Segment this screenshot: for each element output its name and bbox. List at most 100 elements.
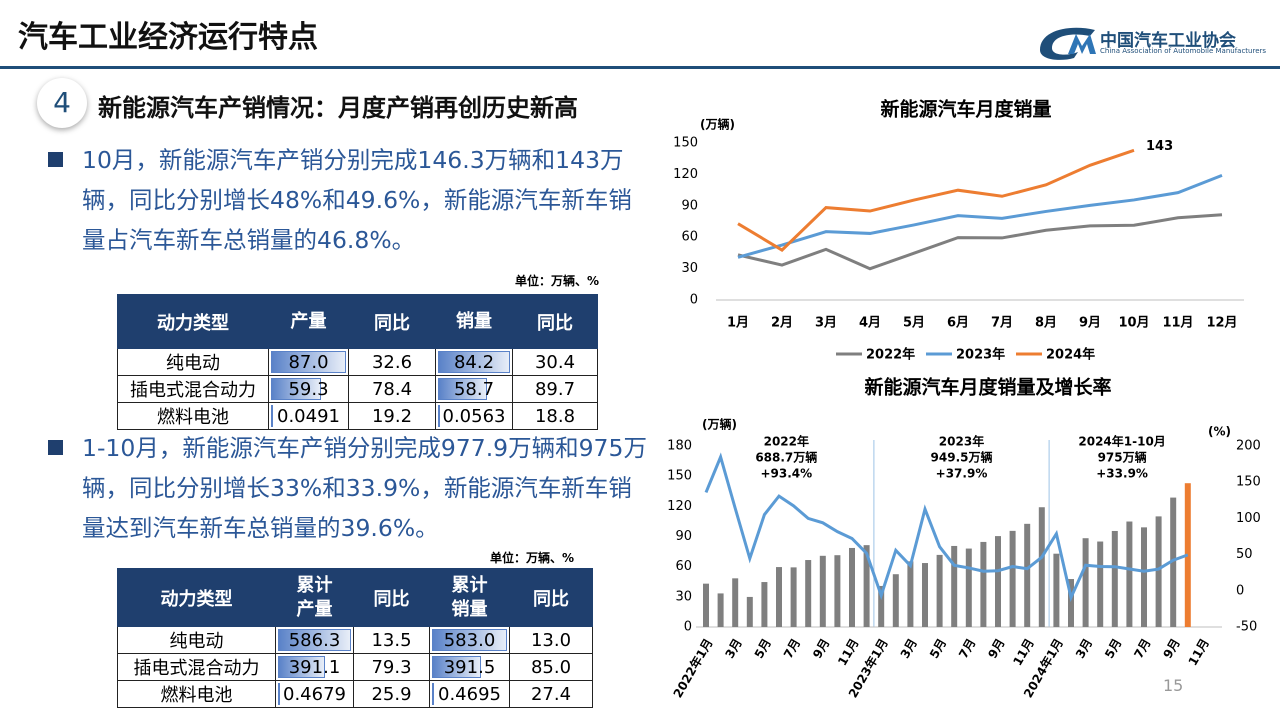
- series-line: [737, 173, 1223, 259]
- x-tick-label: 5月: [752, 636, 774, 661]
- table-cell: 87.0: [268, 348, 349, 376]
- bar: [965, 548, 972, 627]
- bar: [878, 585, 885, 627]
- cell-data-bar: [271, 378, 321, 400]
- y-tick-label: 180: [667, 439, 692, 454]
- bar: [1068, 579, 1074, 627]
- y-tick-label: 0: [690, 293, 698, 308]
- y-tick-label: 30: [675, 589, 692, 604]
- cell-text: 19.2: [371, 405, 413, 427]
- cell-text: 18.8: [534, 405, 576, 427]
- bar: [834, 555, 841, 627]
- chart-title: 新能源汽车月度销量: [880, 98, 1051, 121]
- table-cell: 0.4679: [275, 680, 354, 708]
- section-number: 4: [37, 78, 87, 128]
- header-cell: 累计产量: [275, 568, 354, 627]
- cell-data-bar: [438, 351, 510, 373]
- annotation: +33.9%: [1096, 467, 1148, 481]
- cell-text: 391.1: [288, 656, 341, 678]
- table-cell: 78.4: [348, 375, 436, 403]
- y-tick-label: 150: [673, 136, 698, 151]
- header-row: 动力类型 产量 同比 销量 同比: [117, 294, 598, 349]
- data-table: 动力类型 产量 同比 销量 同比 纯电动 87.0 32.6 84.2 30.4 插电式混合动力 59…: [117, 294, 598, 430]
- table-cell: 18.8: [512, 402, 598, 430]
- x-tick-label: 12月: [1206, 316, 1237, 331]
- y-axis-label: (万辆): [700, 117, 735, 132]
- bar: [1009, 530, 1016, 627]
- cell-text: 燃料电池: [160, 685, 233, 706]
- x-tick-label: 9月: [1161, 636, 1183, 661]
- annotation: +93.4%: [760, 467, 812, 481]
- cell-data-bar: [438, 405, 440, 427]
- table-row: 插电式混合动力 391.1 79.3 391.5 85.0: [117, 653, 593, 681]
- x-tick-label: 5月: [1102, 636, 1124, 661]
- section-heading: 新能源汽车产销情况：月度产销再创历史新高: [98, 94, 578, 122]
- bar: [1053, 553, 1060, 627]
- cell-text: 30.4: [534, 351, 576, 373]
- y-tick-label: 90: [675, 529, 692, 544]
- cell-text: 85.0: [530, 656, 572, 678]
- y-tick-label: 120: [667, 499, 692, 514]
- bar: [1111, 530, 1118, 627]
- x-tick-label: 11月: [835, 636, 861, 668]
- y-tick-label: 0: [684, 620, 692, 635]
- cell-text: 0.0563: [442, 405, 506, 427]
- org-name: 中国汽车工业协会: [1100, 31, 1236, 51]
- table-cell: 391.5: [429, 653, 510, 681]
- bar: [732, 578, 739, 627]
- bullet-text: 1-10月，新能源汽车产销分别完成977.9万辆和975万辆，同比分别增长33%…: [82, 434, 647, 542]
- header-cell: 同比: [353, 568, 430, 627]
- header-cell: 产量: [268, 294, 349, 349]
- bar: [849, 547, 855, 627]
- bar: [1038, 507, 1045, 627]
- table-cell: 0.4695: [429, 680, 510, 708]
- annotation: 949.5万辆: [931, 450, 993, 465]
- logo-mark: [1040, 27, 1096, 60]
- cell-text: 78.4: [371, 378, 413, 400]
- x-tick-label: 10月: [1118, 316, 1149, 331]
- data-table: 动力类型 累计产量 同比 累计销量 同比 纯电动 586.3 13.5 583.0 13.0 插电式…: [117, 568, 593, 708]
- bar: [995, 536, 1001, 627]
- bar: [746, 596, 753, 627]
- y2-tick-label: 100: [1236, 511, 1261, 526]
- cell-text: 燃料电池: [157, 407, 229, 428]
- cell-text: 0.4695: [438, 683, 501, 705]
- bar: [936, 554, 943, 627]
- header-rule: [0, 66, 1280, 69]
- table-cell: 79.3: [353, 653, 430, 681]
- bar: [717, 593, 724, 627]
- header-cell: 同比: [509, 568, 593, 627]
- cell-text: 583.0: [443, 629, 496, 651]
- cell-text: 0.0491: [277, 405, 340, 427]
- annotation: 2022年: [764, 434, 809, 449]
- x-tick-label: 1月: [727, 316, 749, 331]
- bar: [863, 545, 870, 627]
- x-tick-label: 6月: [947, 316, 969, 331]
- x-tick-label: 4月: [859, 316, 881, 331]
- annotation: 688.7万辆: [755, 450, 817, 465]
- x-tick-label: 9月: [810, 636, 832, 661]
- cell-data-bar: [278, 656, 326, 678]
- cell-text: 13.5: [371, 629, 412, 651]
- data-label: 143: [1146, 139, 1173, 154]
- table-unit: 单位：万辆、%: [515, 274, 600, 288]
- x-tick-label: 9月: [1079, 316, 1101, 331]
- x-tick-label: 5月: [903, 316, 925, 331]
- table-row: 纯电动 87.0 32.6 84.2 30.4: [117, 348, 598, 376]
- bar: [790, 567, 797, 627]
- table-cell: 插电式混合动力: [117, 653, 276, 681]
- x-tick-label: 7月: [781, 636, 803, 661]
- cell-text: 58.7: [453, 378, 495, 400]
- page-number: 15: [1163, 676, 1184, 695]
- y-tick-label: 60: [681, 230, 698, 245]
- table-cell: 13.5: [353, 626, 430, 654]
- bullet-text: 10月，新能源汽车产销分别完成146.3万辆和143万辆，同比分别增长48%和4…: [82, 146, 632, 254]
- y-tick-label: 30: [681, 261, 698, 276]
- table-cell: 32.6: [348, 348, 436, 376]
- bar: [1126, 521, 1133, 627]
- header-text: 产量: [290, 310, 327, 332]
- header-cell: 累计销量: [429, 568, 510, 627]
- y-tick-label: 90: [681, 198, 698, 213]
- x-tick-label: 3月: [898, 636, 920, 661]
- bar: [1170, 497, 1177, 627]
